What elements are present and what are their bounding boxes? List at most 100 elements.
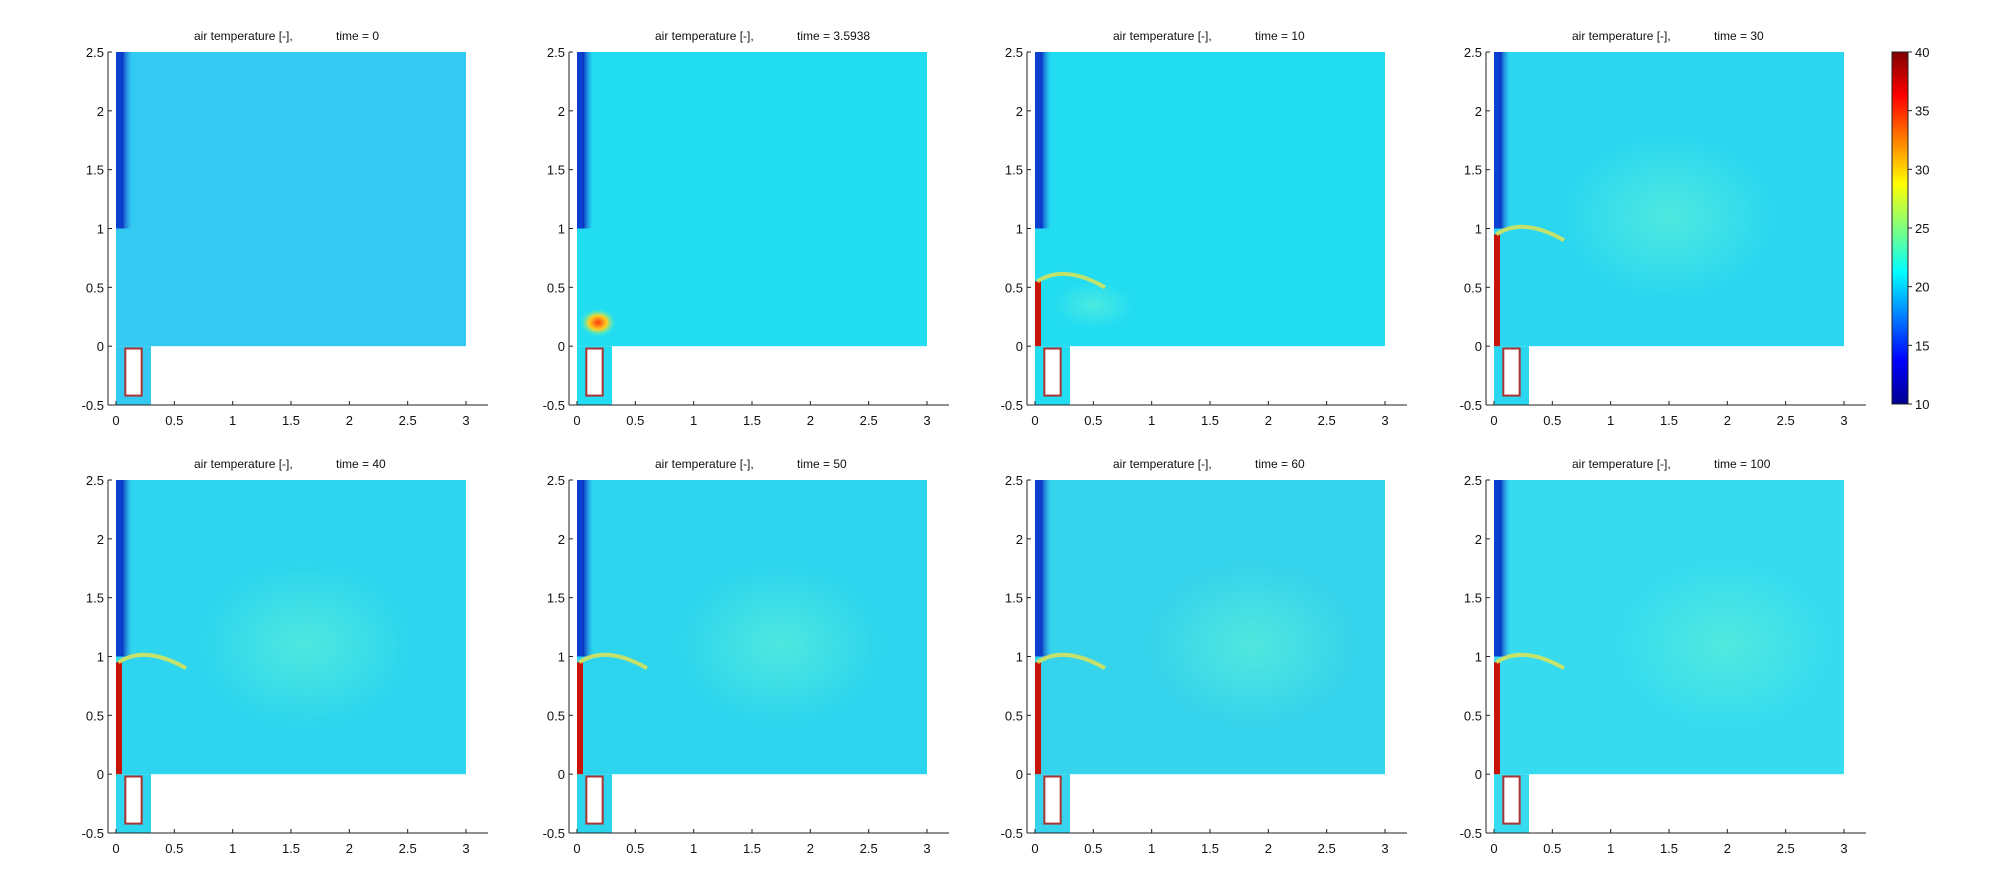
x-tick-label: 2 — [346, 841, 353, 856]
x-tick-label: 0 — [573, 413, 580, 428]
x-tick-label: 0.5 — [626, 413, 644, 428]
x-tick-label: 1 — [1148, 413, 1155, 428]
x-tick-label: 1 — [1607, 841, 1614, 856]
panel-time: time = 0 — [336, 29, 379, 43]
x-tick-label: 1 — [229, 413, 236, 428]
colorbar-tick-label: 10 — [1915, 397, 1929, 412]
x-tick-label: 2.5 — [1318, 413, 1336, 428]
y-tick-label: 2.5 — [547, 473, 565, 488]
x-tick-label: 2 — [346, 413, 353, 428]
x-tick-label: 1.5 — [1660, 841, 1678, 856]
heater-outline — [124, 347, 143, 397]
cold-wall-layer — [577, 52, 584, 229]
y-tick-label: 1 — [558, 222, 565, 237]
x-tick-label: 1.5 — [1201, 413, 1219, 428]
panel-6: 0 0.5 1 1.5 2 2.5 3 -0.5 0 0.5 1 1.5 2 2.5 air tempera… — [543, 457, 949, 856]
x-tick-label: 1.5 — [282, 413, 300, 428]
cold-wall-fade — [122, 52, 132, 229]
y-tick-label: 2.5 — [547, 45, 565, 60]
y-tick-label: -0.5 — [82, 826, 104, 841]
cold-wall-layer — [1035, 52, 1042, 229]
cold-wall-fade — [1041, 480, 1051, 657]
y-tick-label: 1.5 — [1464, 163, 1482, 178]
colorbar-tick-label: 30 — [1915, 162, 1929, 177]
cold-wall-fade — [583, 480, 593, 657]
warm-eddy — [1052, 281, 1135, 329]
x-tick-label: 0 — [1031, 841, 1038, 856]
cold-wall-layer — [1494, 480, 1501, 657]
panel-time: time = 60 — [1255, 457, 1305, 471]
y-tick-label: -0.5 — [543, 826, 565, 841]
x-tick-label: 3 — [462, 413, 469, 428]
y-tick-label: 2 — [558, 532, 565, 547]
heater-outline — [124, 775, 143, 825]
panel-5: 0 0.5 1 1.5 2 2.5 3 -0.5 0 0.5 1 1.5 2 2.5 air tempera… — [82, 457, 488, 856]
x-tick-label: 3 — [1381, 413, 1388, 428]
x-tick-label: 0 — [573, 841, 580, 856]
x-tick-label: 2.5 — [399, 413, 417, 428]
y-tick-label: 0 — [1475, 339, 1482, 354]
hot-plume — [577, 662, 583, 775]
y-tick-label: 1.5 — [1464, 591, 1482, 606]
x-tick-label: 3 — [923, 413, 930, 428]
colorbar: 10 15 20 25 30 35 40 — [1891, 45, 1929, 412]
warm-eddy — [1620, 562, 1830, 728]
y-tick-label: 0.5 — [1005, 280, 1023, 295]
colorbar-tick-label: 35 — [1915, 104, 1929, 119]
panel-2: 0 0.5 1 1.5 2 2.5 3 -0.5 0 0.5 1 1.5 2 2.5 air tempera… — [543, 29, 949, 428]
x-tick-label: 2.5 — [860, 841, 878, 856]
panel-title: air temperature [-], — [1113, 457, 1212, 471]
x-tick-label: 1.5 — [1201, 841, 1219, 856]
x-tick-label: 1.5 — [282, 841, 300, 856]
y-tick-label: 1 — [1475, 222, 1482, 237]
hot-plume — [1035, 662, 1041, 775]
y-tick-label: 0 — [1016, 339, 1023, 354]
heater-outline — [585, 775, 604, 825]
cold-wall-layer — [1035, 480, 1042, 657]
plume-arm — [1036, 271, 1106, 290]
y-tick-label: 2 — [97, 104, 104, 119]
cold-wall-layer — [577, 480, 584, 657]
y-tick-label: 2 — [1016, 104, 1023, 119]
heater-outline — [585, 347, 604, 397]
colorbar-tick-label: 15 — [1915, 338, 1929, 353]
x-tick-label: 3 — [1840, 413, 1847, 428]
y-tick-label: 1.5 — [547, 591, 565, 606]
x-tick-label: 1.5 — [743, 413, 761, 428]
heater-outline — [1043, 347, 1062, 397]
cold-wall-layer — [116, 480, 123, 657]
x-tick-label: 2.5 — [1777, 413, 1795, 428]
x-tick-label: 3 — [1840, 841, 1847, 856]
y-tick-label: 1 — [1475, 650, 1482, 665]
x-tick-label: 0 — [112, 413, 119, 428]
panel-4: 0 0.5 1 1.5 2 2.5 3 -0.5 0 0.5 1 1.5 2 2.5 air tempera… — [1460, 29, 1866, 428]
x-tick-label: 1 — [229, 841, 236, 856]
y-tick-label: 0.5 — [1005, 708, 1023, 723]
hot-plume — [1035, 281, 1041, 347]
y-tick-label: -0.5 — [82, 398, 104, 413]
x-tick-label: 2 — [807, 413, 814, 428]
x-tick-label: 0 — [1490, 841, 1497, 856]
y-tick-label: 2 — [1475, 532, 1482, 547]
colorbar-tick-label: 25 — [1915, 221, 1929, 236]
y-tick-label: 0.5 — [547, 280, 565, 295]
y-tick-label: 2.5 — [1464, 473, 1482, 488]
panel-title: air temperature [-], — [1572, 457, 1671, 471]
plume-arm — [578, 652, 648, 671]
cold-wall-fade — [1500, 480, 1510, 657]
panel-8: 0 0.5 1 1.5 2 2.5 3 -0.5 0 0.5 1 1.5 2 2.5 air tempera… — [1460, 457, 1866, 856]
y-tick-label: 1 — [1016, 650, 1023, 665]
y-tick-label: 0.5 — [86, 280, 104, 295]
plume-arm — [1036, 652, 1106, 671]
x-tick-label: 1.5 — [1660, 413, 1678, 428]
y-tick-label: 1.5 — [1005, 591, 1023, 606]
hot-plume — [580, 308, 616, 337]
x-tick-label: 0.5 — [1084, 413, 1102, 428]
panel-3: 0 0.5 1 1.5 2 2.5 3 -0.5 0 0.5 1 1.5 2 2.5 air tempera… — [1001, 29, 1407, 428]
x-tick-label: 3 — [923, 841, 930, 856]
panel-title: air temperature [-], — [1113, 29, 1212, 43]
y-tick-label: -0.5 — [1001, 398, 1023, 413]
plume-arm — [117, 652, 187, 671]
x-tick-label: 1 — [1148, 841, 1155, 856]
panel-time: time = 50 — [797, 457, 847, 471]
